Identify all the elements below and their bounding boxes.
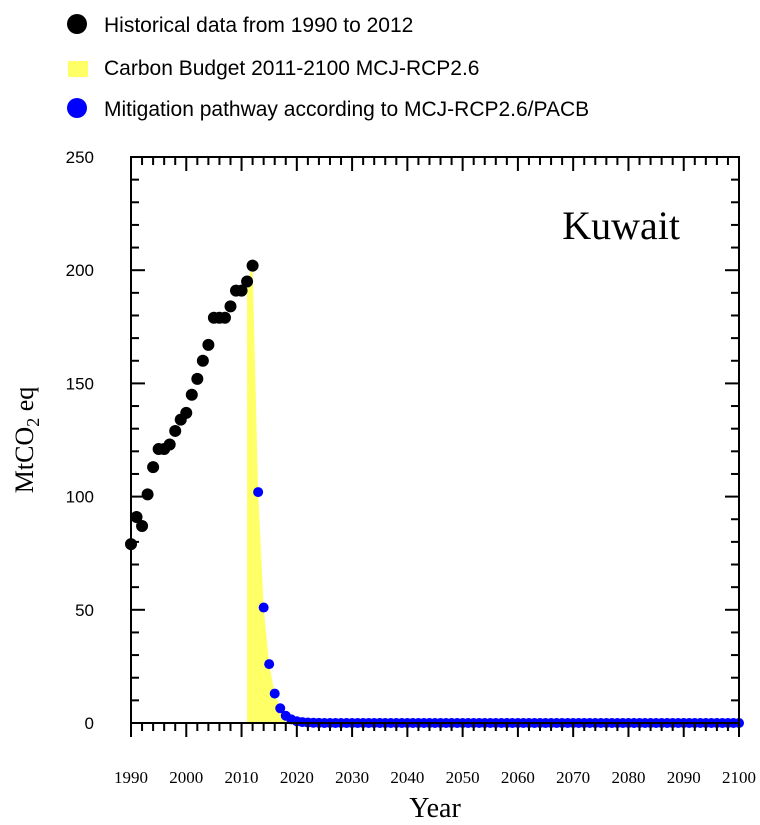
legend-marker-carbon-budget bbox=[68, 61, 88, 77]
y-axis-label-main: MtCO bbox=[10, 427, 39, 493]
x-tick-label: 2060 bbox=[501, 768, 535, 787]
mitigation-point bbox=[253, 487, 264, 498]
x-tick-label: 2050 bbox=[446, 768, 480, 787]
carbon-budget-area bbox=[247, 265, 739, 723]
x-tick-label: 2030 bbox=[335, 768, 369, 787]
y-axis-label-subscript: 2 bbox=[23, 418, 43, 427]
y-tick-label: 200 bbox=[66, 261, 94, 280]
legend-label-historical: Historical data from 1990 to 2012 bbox=[104, 14, 413, 37]
x-tick-label: 2100 bbox=[722, 768, 756, 787]
x-tick-label: 1990 bbox=[114, 768, 148, 787]
historical-point bbox=[246, 259, 259, 272]
historical-point bbox=[141, 488, 154, 501]
y-ticks: 0 50 100 150 200 250 bbox=[66, 148, 739, 733]
historical-point bbox=[180, 406, 193, 419]
y-tick-label: 100 bbox=[66, 488, 94, 507]
x-tick-label: 2010 bbox=[225, 768, 259, 787]
mitigation-point bbox=[269, 688, 280, 699]
legend-label-mitigation: Mitigation pathway according to MCJ-RCP2… bbox=[104, 98, 589, 121]
historical-points-layer bbox=[125, 259, 259, 551]
mitigation-point bbox=[264, 659, 275, 670]
historical-point bbox=[218, 311, 231, 324]
mitigation-points-layer bbox=[253, 487, 744, 728]
historical-point bbox=[147, 461, 160, 474]
x-tick-label: 2040 bbox=[390, 768, 424, 787]
x-tick-label: 2090 bbox=[667, 768, 701, 787]
x-ticks: 1990 2000 2010 2020 2030 2040 2050 2060 2070 2080… bbox=[114, 157, 756, 787]
historical-point bbox=[185, 388, 198, 401]
y-axis-label-tail: eq bbox=[10, 387, 39, 418]
legend-label-carbon-budget: Carbon Budget 2011-2100 MCJ-RCP2.6 bbox=[104, 57, 480, 80]
historical-point bbox=[191, 372, 204, 385]
mitigation-point bbox=[275, 703, 286, 714]
x-axis-label: Year bbox=[409, 793, 461, 820]
legend: Historical data from 1990 to 2012 Carbon… bbox=[67, 14, 589, 121]
y-tick-label: 50 bbox=[75, 601, 94, 620]
legend-marker-mitigation bbox=[67, 98, 87, 118]
carbon-budget-area-layer bbox=[247, 265, 739, 723]
historical-point bbox=[136, 520, 149, 533]
historical-point bbox=[196, 354, 209, 367]
historical-point bbox=[235, 284, 248, 297]
historical-point bbox=[163, 438, 176, 451]
x-tick-label: 2080 bbox=[611, 768, 645, 787]
x-tick-label: 2000 bbox=[169, 768, 203, 787]
historical-point bbox=[241, 275, 254, 288]
historical-point bbox=[202, 338, 215, 351]
x-tick-label: 2020 bbox=[280, 768, 314, 787]
mitigation-point bbox=[258, 602, 269, 613]
x-tick-label: 2070 bbox=[556, 768, 590, 787]
plot-frame bbox=[130, 156, 740, 724]
legend-marker-historical bbox=[67, 14, 87, 34]
y-tick-label: 250 bbox=[66, 148, 94, 167]
y-tick-label: 0 bbox=[85, 714, 94, 733]
y-axis-label: MtCO2 eq bbox=[10, 387, 43, 494]
y-tick-label: 150 bbox=[66, 374, 94, 393]
chart-title: Kuwait bbox=[562, 203, 680, 248]
historical-point bbox=[224, 300, 237, 313]
historical-point bbox=[169, 424, 182, 437]
